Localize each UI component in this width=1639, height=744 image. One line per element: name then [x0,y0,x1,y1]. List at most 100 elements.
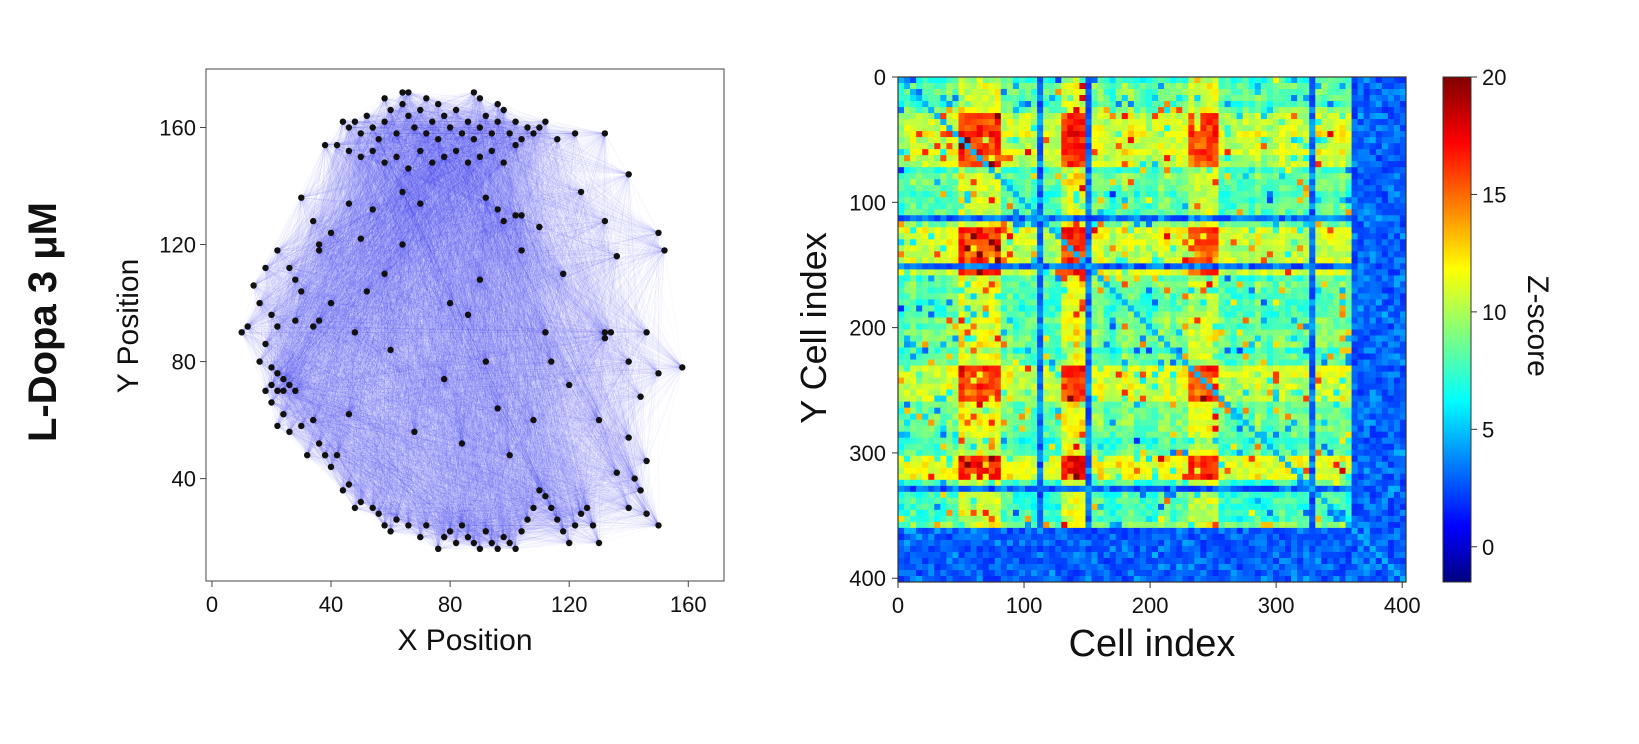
heatmap-cell [1242,269,1250,276]
heatmap-cell [1224,293,1232,300]
heatmap-cell [1049,395,1056,403]
heatmap-cell [1037,173,1044,180]
heatmap-cell [1000,293,1008,300]
network-node [292,387,299,394]
heatmap-cell [1285,131,1292,138]
heatmap-cell [1248,125,1256,132]
heatmap-cell [1121,341,1129,348]
heatmap-cell [1218,119,1225,126]
heatmap-cell [1399,407,1407,415]
heatmap-cell [982,125,990,132]
heatmap-cell [1121,137,1129,144]
heatmap-cell [1200,287,1207,294]
heatmap-cell [1248,185,1256,192]
heatmap-cell [934,335,941,342]
heatmap-cell [1206,137,1213,144]
heatmap-cell [1031,371,1038,378]
heatmap-cell [916,251,923,258]
heatmap-cell [916,149,923,156]
heatmap-cell [1230,275,1238,282]
heatmap-cell [976,413,984,421]
heatmap-cell [1164,215,1171,222]
heatmap-cell [1043,299,1050,306]
heatmap-cell [1067,119,1074,126]
heatmap-cell [1115,389,1123,397]
heatmap-cell [1115,185,1123,192]
heatmap-cell [988,383,996,391]
heatmap-cell [1212,191,1219,198]
heatmap-cell [1133,305,1141,312]
heatmap-cell [1200,407,1207,415]
heatmap-cell [1079,293,1086,300]
heatmap-cell [928,137,935,144]
heatmap-cell [1200,395,1207,403]
heatmap-cell [1266,371,1274,378]
heatmap-cell [1127,77,1135,84]
heatmap-cell [1055,197,1062,204]
heatmap-cell [1393,245,1401,252]
heatmap-cell [1357,161,1365,168]
heatmap-cell [1025,395,1032,403]
heatmap-cell [1399,401,1407,409]
heatmap-cell [1327,239,1334,246]
heatmap-cell [1006,305,1014,312]
heatmap-cell [946,203,953,210]
network-node [310,217,317,225]
heatmap-cell [1012,119,1020,126]
heatmap-cell [898,203,905,210]
heatmap-cell [970,395,978,403]
heatmap-cell [1230,83,1238,90]
heatmap-cell [1309,137,1316,144]
heatmap-cell [1152,287,1159,294]
heatmap-cell [1291,347,1298,354]
heatmap-cell [958,173,965,180]
heatmap-cell [1279,353,1286,360]
heatmap-cell [1254,371,1262,378]
heatmap-cell [1266,203,1274,210]
heatmap-cell [1303,353,1310,360]
heatmap-cell [970,287,978,294]
heatmap-cell [1139,413,1147,421]
heatmap-cell [1266,89,1274,96]
heatmap-cell [910,311,917,318]
heatmap-cell [1375,179,1383,186]
heatmap-cell [1109,389,1117,397]
heatmap-cell [1279,77,1286,84]
heatmap-cell [1315,257,1322,264]
heatmap-cell [1242,95,1250,102]
heatmap-cell [1393,275,1401,282]
heatmap-cell [1182,137,1189,144]
heatmap-cell [1115,77,1123,84]
heatmap-cell [988,287,996,294]
heatmap-cell [1061,239,1068,246]
heatmap-cell [1182,83,1189,90]
heatmap-cell [1037,407,1044,415]
heatmap-cell [1043,83,1050,90]
heatmap-cell [1012,377,1020,385]
heatmap-cell [1067,167,1074,174]
heatmap-cell [1399,305,1407,312]
heatmap-cell [1321,191,1328,198]
heatmap-cell [1139,149,1147,156]
heatmap-cell [1073,287,1080,294]
heatmap-cell [1279,263,1286,270]
heatmap-cell [1363,329,1371,336]
heatmap-cell [1061,191,1068,198]
heatmap-cell [1345,281,1352,288]
heatmap-cell [1285,101,1292,108]
heatmap-cell [1133,269,1141,276]
heatmap-cell [1218,275,1225,282]
heatmap-cell [1085,353,1092,360]
heatmap-cell [1049,209,1056,216]
heatmap-cell [1182,365,1189,372]
heatmap-cell [1006,413,1014,421]
heatmap-cell [1224,359,1232,366]
heatmap-cell [1254,137,1262,144]
heatmap-cell [1061,293,1068,300]
heatmap-cell [1133,359,1141,366]
heatmap-cell [1012,275,1020,282]
heatmap-cell [1170,341,1177,348]
heatmap-cell [1248,365,1256,372]
heatmap-cell [1387,377,1395,385]
heatmap-cell [1309,215,1316,222]
